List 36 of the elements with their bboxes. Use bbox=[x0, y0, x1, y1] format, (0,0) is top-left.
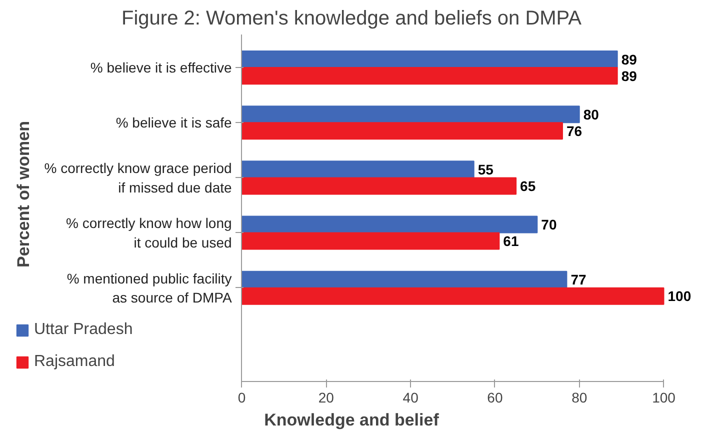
data-label: 89 bbox=[621, 51, 638, 68]
x-axis-title: Knowledge and belief bbox=[264, 410, 440, 430]
x-tick-label: 40 bbox=[402, 390, 419, 406]
data-label: 77 bbox=[570, 272, 586, 288]
chart-title: Figure 2: Women's knowledge and beliefs on DMPA bbox=[122, 8, 582, 30]
data-label: 65 bbox=[520, 178, 536, 194]
y-axis-title: Percent of women bbox=[14, 121, 33, 268]
bar bbox=[241, 270, 568, 288]
bar bbox=[241, 287, 664, 305]
y-tick-label: % correctly know grace period if missed due date bbox=[44, 160, 232, 196]
bar bbox=[241, 122, 563, 140]
bar bbox=[241, 177, 517, 195]
data-label: 55 bbox=[478, 161, 494, 178]
y-tick-label: % believe it is effective bbox=[90, 60, 232, 76]
data-label: 61 bbox=[503, 233, 519, 250]
data-label: 70 bbox=[541, 216, 557, 233]
bar bbox=[241, 50, 618, 68]
bar bbox=[241, 106, 580, 124]
data-label: 89 bbox=[621, 68, 638, 84]
bar bbox=[241, 67, 618, 85]
legend-label: Uttar Pradesh bbox=[34, 321, 133, 339]
bar bbox=[241, 232, 500, 250]
y-tick-label: % believe it is safe bbox=[116, 114, 232, 131]
data-label: 80 bbox=[583, 106, 600, 122]
x-tick-label: 20 bbox=[318, 390, 334, 406]
x-tick-label: 80 bbox=[572, 390, 588, 406]
x-tick-label: 60 bbox=[487, 390, 503, 406]
data-label: 100 bbox=[668, 288, 692, 304]
x-tick-label: 100 bbox=[652, 390, 676, 406]
legend-label: Rajsamand bbox=[34, 353, 115, 371]
bar bbox=[241, 216, 538, 234]
x-tick-label: 0 bbox=[238, 390, 246, 406]
data-label: 76 bbox=[566, 122, 582, 139]
y-tick-label: % correctly know how long it could be used bbox=[66, 215, 232, 250]
bar bbox=[241, 160, 474, 178]
y-tick-label: % mentioned public facility as source of DMPA bbox=[66, 270, 232, 306]
